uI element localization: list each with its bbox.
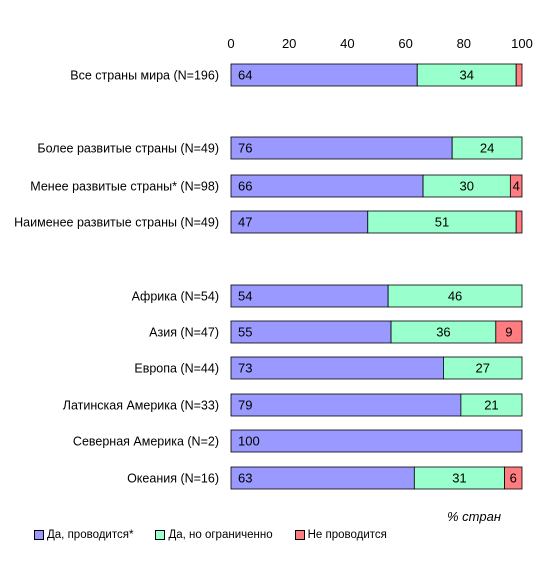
data-label: 21 (484, 398, 498, 413)
data-label: 54 (238, 289, 252, 304)
data-label: 47 (238, 215, 252, 230)
category-label: Океания (N=16) (127, 472, 219, 486)
legend: Да, проводится* Да, но ограниченно Не пр… (34, 529, 387, 541)
data-label: 6 (510, 471, 517, 486)
legend-item-yes: Да, проводится* (34, 529, 133, 541)
data-label: 31 (452, 471, 466, 486)
data-label: 24 (480, 141, 494, 156)
bar-segment (451, 136, 523, 160)
data-label: 79 (238, 398, 252, 413)
data-label: 76 (238, 141, 252, 156)
data-label: 64 (238, 68, 252, 83)
x-axis-title: % стран (447, 509, 501, 524)
category-label: Латинская Америка (N=33) (63, 399, 219, 413)
legend-item-limited: Да, но ограниченно (155, 529, 273, 541)
bar-segment (387, 284, 523, 308)
bar-segment (443, 356, 523, 380)
category-label: Европа (N=44) (134, 362, 219, 376)
data-label: 30 (459, 179, 473, 194)
data-label: 73 (238, 361, 252, 376)
data-label: 100 (238, 434, 260, 449)
data-label: 4 (513, 179, 520, 194)
bar-segment (230, 393, 462, 417)
bar-segment (509, 174, 523, 198)
category-label: Азия (N=47) (149, 326, 219, 340)
bar-segment (230, 320, 392, 344)
data-label: 51 (435, 215, 449, 230)
x-tick-label: 100 (511, 36, 533, 51)
bar-segment (504, 466, 523, 490)
bar-segment (460, 393, 523, 417)
data-label: 66 (238, 179, 252, 194)
category-label: Все страны мира (N=196) (70, 69, 219, 83)
bar-segment (230, 284, 389, 308)
bar-segment (230, 174, 424, 198)
x-tick-label: 20 (282, 36, 296, 51)
bar-segment (230, 136, 453, 160)
category-label: Более развитые страны (N=49) (37, 142, 219, 156)
bar-segment (230, 63, 418, 87)
x-tick-label: 80 (457, 36, 471, 51)
category-label: Наименее развитые страны (N=49) (14, 216, 219, 230)
legend-label-yes: Да, проводится* (47, 529, 134, 541)
bar-segment (515, 210, 523, 234)
category-label: Северная Америка (N=2) (73, 435, 219, 449)
data-label: 46 (448, 289, 462, 304)
data-label: 9 (505, 325, 512, 340)
data-label: 36 (436, 325, 450, 340)
x-tick-label: 0 (227, 36, 234, 51)
bars: 64 34 76 24 66 30 4 47 51 54 46 55 36 9 73 27 79 21 100 63 3… (230, 63, 523, 490)
category-labels: Все страны мира (N=196) Более развитые ст… (14, 69, 219, 486)
category-label: Менее развитые страны* (N=98) (30, 180, 219, 194)
bar-segment (230, 466, 415, 490)
legend-item-no: Не проводится (294, 529, 387, 541)
legend-swatch-no (294, 530, 305, 540)
x-tick-label: 60 (398, 36, 412, 51)
bar-segment (230, 356, 444, 380)
category-label: Африка (N=54) (132, 290, 219, 304)
data-label: 27 (475, 361, 489, 376)
legend-label-limited: Да, но ограниченно (168, 529, 273, 541)
bar-segment (230, 429, 523, 453)
data-label: 63 (238, 471, 252, 486)
data-label: 34 (459, 68, 473, 83)
x-axis-ticks: 0 20 40 60 80 100 (227, 36, 532, 51)
bar-segment (495, 320, 523, 344)
legend-label-no: Не проводится (307, 529, 387, 541)
bar-segment (515, 63, 523, 87)
legend-swatch-limited (155, 530, 166, 540)
legend-swatch-yes (34, 530, 44, 540)
x-tick-label: 40 (340, 36, 354, 51)
data-label: 55 (238, 325, 252, 340)
